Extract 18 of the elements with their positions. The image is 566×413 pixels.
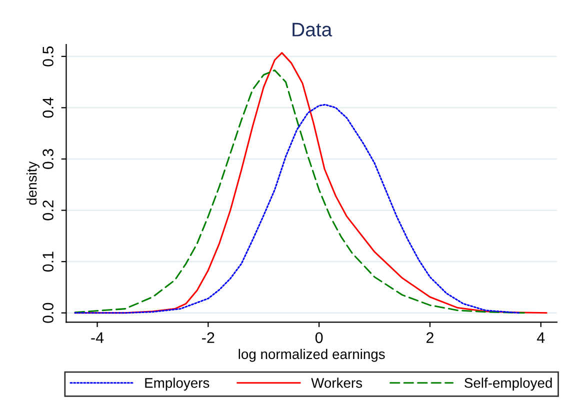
legend-label: Employers (145, 378, 210, 391)
y-tick-label: 0.1 (42, 252, 54, 272)
x-tick-label: 0 (315, 332, 323, 344)
y-tick-label: 0.3 (42, 149, 54, 170)
y-axis-title: density (26, 161, 40, 205)
legend-label: Workers (311, 378, 362, 388)
x-tick-label: 4 (536, 332, 545, 343)
x-axis-title: log normalized earnings (238, 348, 385, 362)
y-tick-label: 0.5 (42, 46, 54, 66)
line-series (74, 104, 520, 314)
y-tick-label: 0.0 (42, 302, 54, 323)
legend-label: Self-employed (464, 378, 552, 391)
x-tick-label: -4 (91, 332, 104, 343)
x-tick-label: -2 (202, 332, 214, 343)
y-tick-label: 0.4 (42, 98, 54, 118)
y-tick-label: 0.2 (42, 200, 54, 220)
chart-title: Data (292, 22, 332, 36)
x-tick-label: 2 (426, 332, 434, 343)
